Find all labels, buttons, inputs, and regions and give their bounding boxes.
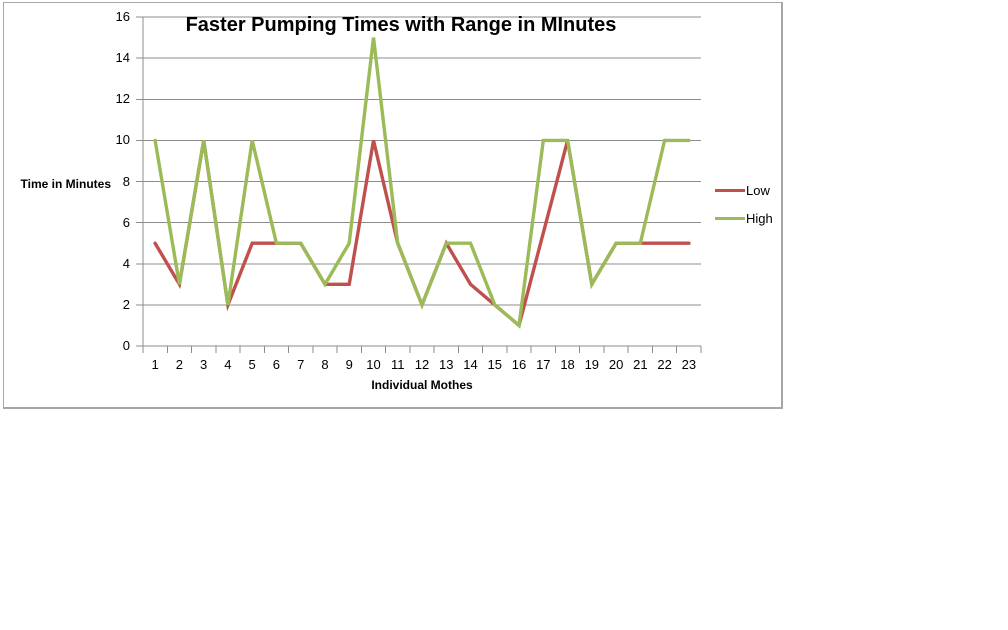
x-tick-label: 4 [224, 357, 232, 372]
x-tick-label: 16 [511, 357, 527, 372]
plot-area [136, 16, 702, 353]
chart-frame: Faster Pumping Times with Range in MInut… [3, 2, 783, 409]
y-tick-label: 10 [115, 132, 130, 148]
x-tick-label: 21 [633, 357, 648, 372]
x-tick-label: 1 [151, 357, 159, 372]
legend-item-high: High [715, 208, 773, 228]
x-tick-label: 5 [248, 357, 256, 372]
y-tick-label: 14 [115, 50, 130, 66]
legend-swatch-high [715, 216, 745, 220]
series-line-high [153, 37, 691, 329]
x-tick-label: 7 [297, 357, 305, 372]
x-tick-label: 20 [608, 357, 624, 372]
y-tick-label: 8 [122, 173, 130, 189]
x-tick-label: 19 [584, 357, 600, 372]
series-line-low [153, 139, 691, 329]
x-tick-label: 15 [487, 357, 503, 372]
y-tick-label: 12 [115, 91, 130, 107]
x-axis-title: Individual Mothes [371, 378, 473, 392]
x-tick-label: 22 [657, 357, 672, 372]
x-tick-label: 6 [272, 357, 281, 372]
legend-label: High [746, 210, 773, 226]
y-tick-label: 2 [122, 296, 130, 312]
y-tick-label: 16 [115, 9, 130, 24]
x-tick-label: 3 [200, 357, 208, 372]
x-tick-label: 23 [681, 357, 697, 372]
y-axis-title: Time in Minutes [20, 177, 111, 191]
y-tick-label: 0 [122, 338, 130, 353]
y-tick-label: 6 [122, 214, 130, 230]
chart-title: Faster Pumping Times with Range in MInut… [185, 14, 617, 36]
legend-label: Low [746, 182, 770, 198]
y-tick-label: 4 [122, 255, 130, 271]
x-tick-label: 18 [560, 357, 575, 372]
x-tick-label: 9 [345, 357, 353, 372]
x-tick-label: 10 [366, 357, 381, 372]
x-tick-label: 2 [175, 357, 183, 372]
x-tick-label: 13 [439, 357, 454, 372]
legend-swatch-low [715, 188, 745, 192]
legend-item-low: Low [715, 180, 770, 200]
x-tick-label: 12 [414, 357, 430, 372]
x-tick-label: 14 [463, 357, 478, 372]
x-tick-label: 8 [321, 357, 329, 372]
x-tick-label: 11 [390, 357, 405, 372]
x-tick-label: 17 [536, 357, 551, 372]
